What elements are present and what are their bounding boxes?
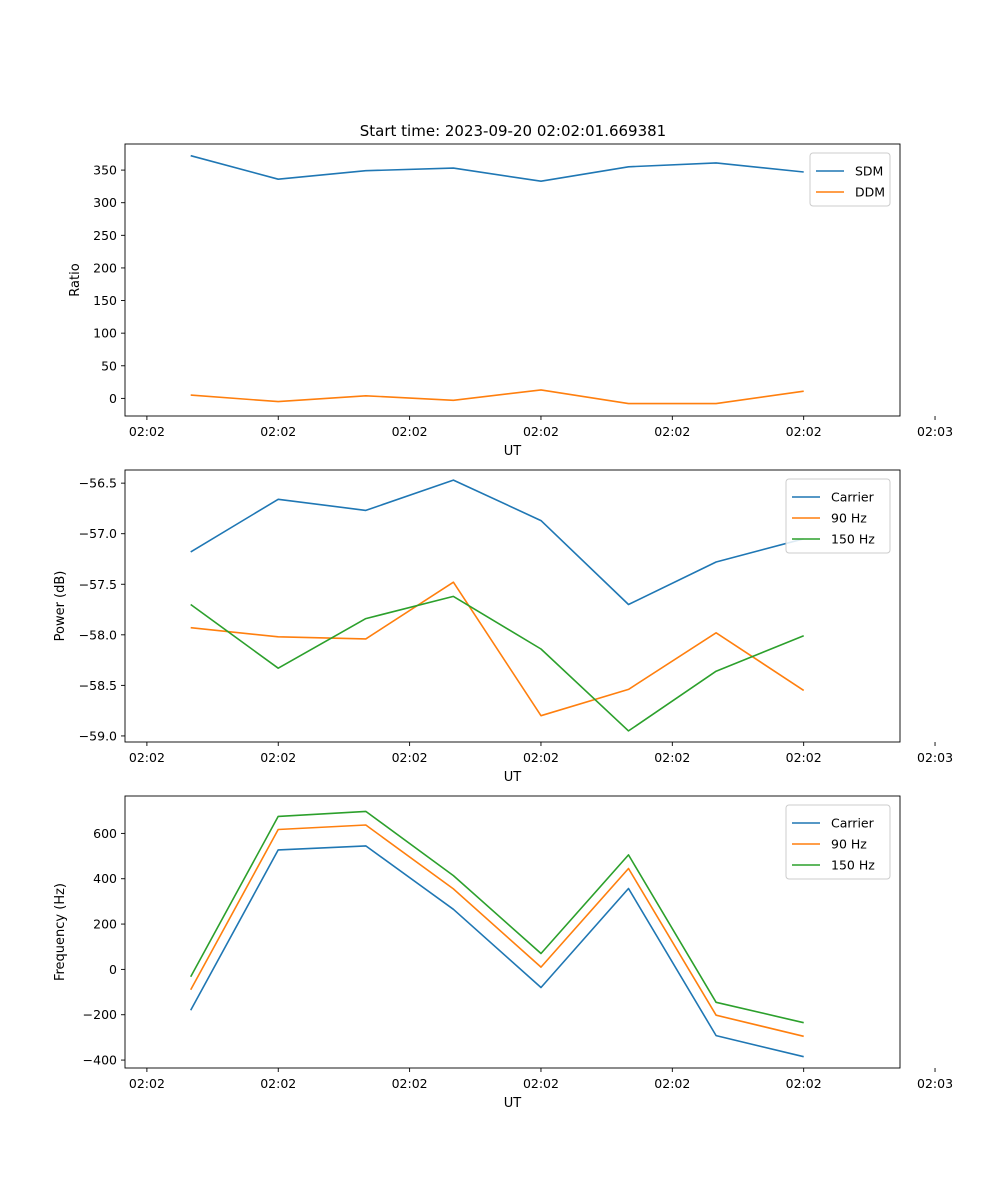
y-tick-label: −58.5 <box>79 678 117 693</box>
series-line-150-hz <box>190 595 804 732</box>
y-tick-label: 150 <box>93 293 117 308</box>
x-tick-label: 02:02 <box>523 1076 559 1091</box>
x-tick-label: 02:02 <box>786 424 822 439</box>
x-tick-label: 02:03 <box>917 1076 953 1091</box>
x-tick-label: 02:02 <box>260 1076 296 1091</box>
series-line-90-hz <box>190 581 805 717</box>
x-tick-label: 02:02 <box>654 1076 690 1091</box>
legend-label: 150 Hz <box>831 858 875 873</box>
series-line-90-hz <box>189 824 804 1038</box>
y-axis-label: Ratio <box>68 263 83 296</box>
x-axis-label: UT <box>504 1096 522 1111</box>
axes-frame <box>124 143 901 417</box>
x-tick-label: 02:02 <box>129 424 165 439</box>
y-axis-label: Power (dB) <box>53 571 68 642</box>
y-tick-label: 600 <box>93 826 117 841</box>
x-tick-label: 02:02 <box>260 424 296 439</box>
y-tick-label: 200 <box>93 260 117 275</box>
x-axis-label: UT <box>504 444 522 459</box>
y-tick-label: 300 <box>93 195 117 210</box>
y-tick-label: 400 <box>93 871 117 886</box>
x-tick-label: 02:02 <box>654 750 690 765</box>
legend-label: SDM <box>855 164 883 179</box>
series-line-carrier <box>190 479 804 606</box>
axes-frame <box>124 795 901 1069</box>
subplot-2: 02:02 02:02 02:02 02:02 02:02 02:02 02:03 −59.0… <box>53 469 953 785</box>
y-tick-label: −56.5 <box>79 476 117 491</box>
subplot-1: 02:02 02:02 02:02 02:02 02:02 02:02 02:03 0 50 10… <box>68 143 953 459</box>
x-tick-label: 02:02 <box>392 750 428 765</box>
axes-frame <box>124 469 901 743</box>
x-tick-label: 02:02 <box>129 750 165 765</box>
legend-label: Carrier <box>831 490 875 505</box>
legend-label: 150 Hz <box>831 532 875 547</box>
x-tick-label: 02:02 <box>786 1076 822 1091</box>
x-tick-label: 02:03 <box>917 750 953 765</box>
x-tick-label: 02:02 <box>129 1076 165 1091</box>
y-tick-label: 100 <box>93 326 117 341</box>
figure-title: Start time: 2023-09-20 02:02:01.669381 <box>360 122 666 140</box>
legend: Carrier 90 Hz 150 Hz <box>785 804 891 880</box>
y-tick-label: −57.0 <box>79 526 117 541</box>
series-line-sdm <box>190 154 804 182</box>
x-tick-label: 02:02 <box>523 750 559 765</box>
y-tick-label: 50 <box>101 358 117 373</box>
series-line-ddm <box>190 389 804 405</box>
y-tick-label: −200 <box>83 1007 117 1022</box>
subplot-3: 02:02 02:02 02:02 02:02 02:02 02:02 02:03 −400 −… <box>53 795 953 1111</box>
legend-label: 90 Hz <box>831 837 867 852</box>
y-tick-label: 250 <box>93 228 117 243</box>
x-tick-label: 02:02 <box>654 424 690 439</box>
legend-label: Carrier <box>831 816 875 831</box>
y-tick-label: −58.0 <box>79 627 117 642</box>
series-line-150-hz <box>189 810 804 1024</box>
x-tick-label: 02:02 <box>523 424 559 439</box>
y-tick-label: 0 <box>109 962 117 977</box>
legend-label: DDM <box>855 185 885 200</box>
legend: Carrier 90 Hz 150 Hz <box>785 478 891 554</box>
y-tick-label: 350 <box>93 163 117 178</box>
y-tick-label: −59.0 <box>79 728 117 743</box>
legend-label: 90 Hz <box>831 511 867 526</box>
x-tick-label: 02:02 <box>786 750 822 765</box>
x-tick-label: 02:02 <box>392 1076 428 1091</box>
legend: SDM DDM <box>809 152 891 207</box>
y-axis-label: Frequency (Hz) <box>53 883 68 981</box>
x-tick-label: 02:02 <box>260 750 296 765</box>
y-tick-label: 200 <box>93 917 117 932</box>
x-tick-label: 02:03 <box>917 424 953 439</box>
y-tick-label: −57.5 <box>79 577 117 592</box>
x-axis-label: UT <box>504 770 522 785</box>
series-line-carrier <box>189 845 804 1058</box>
y-tick-label: −400 <box>83 1053 117 1068</box>
x-tick-label: 02:02 <box>392 424 428 439</box>
y-tick-label: 0 <box>109 391 117 406</box>
